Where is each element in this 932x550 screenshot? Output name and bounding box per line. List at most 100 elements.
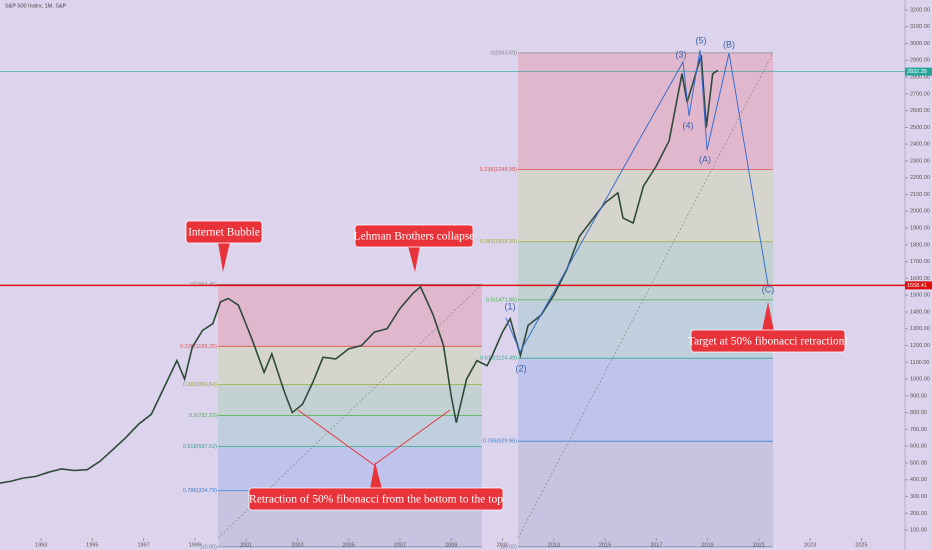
y-tick-label: 700.00 (910, 427, 927, 433)
y-tick-label: 1200.00 (910, 343, 930, 349)
y-tick-label: 1400.00 (910, 309, 930, 315)
wave-label: (5) (696, 35, 707, 45)
x-tick-label: 2015 (599, 542, 611, 548)
x-tick-label: 1997 (137, 542, 149, 548)
fib-zone (218, 384, 482, 416)
wave-label: (A) (699, 154, 711, 164)
fib-zone (518, 358, 773, 442)
callout-pointer (408, 246, 420, 272)
y-tick-label: 600.00 (910, 444, 927, 450)
x-tick-label: 2011 (497, 542, 509, 548)
x-tick-label: 2001 (240, 542, 252, 548)
y-tick-label: 100.00 (910, 528, 927, 534)
fib-label: 0.382(966.84) (183, 382, 217, 388)
x-tick-label: 1999 (189, 542, 201, 548)
y-tick-label: 900.00 (910, 393, 927, 399)
y-tick-label: 1000.00 (910, 377, 930, 383)
fib-label: 0.618(1124.49) (480, 356, 517, 362)
callout-box (248, 487, 504, 511)
fib-zone (218, 446, 482, 491)
fib-label: 0(2943.69) (490, 50, 517, 56)
y-tick-label: 1100.00 (910, 360, 929, 366)
fib-zone (518, 52, 773, 170)
x-tick-label: 2021 (753, 542, 765, 548)
wave-label: (2) (516, 363, 527, 373)
x-tick-label: 1995 (86, 542, 98, 548)
fib-zone (218, 415, 482, 447)
y-tick-label: 3000.00 (910, 41, 930, 47)
wave-label: (4) (683, 120, 694, 130)
y-tick-label: 2600.00 (910, 108, 930, 114)
x-tick-label: 2007 (394, 542, 406, 548)
fib-label: 0.236(1195.25) (180, 344, 217, 350)
price-tag-label: 1558.41 (907, 283, 927, 289)
x-tick-label: 2005 (343, 542, 355, 548)
y-tick-label: 1800.00 (910, 242, 930, 248)
price-tag (905, 67, 932, 76)
fib-zone (518, 169, 773, 242)
callout-box (690, 329, 846, 353)
y-tick-label: 2800.00 (910, 74, 930, 80)
y-tick-label: 2000.00 (910, 209, 930, 215)
y-tick-label: 2700.00 (910, 91, 930, 97)
x-tick-label: 2017 (650, 542, 662, 548)
callout-pointer (762, 302, 774, 331)
y-tick-label: 300.00 (910, 494, 927, 500)
y-tick-label: 1700.00 (910, 259, 930, 265)
y-tick-label: 800.00 (910, 410, 927, 416)
callout-pointer (370, 462, 382, 489)
y-tick-label: 2900.00 (910, 58, 930, 64)
y-tick-label: 1300.00 (910, 326, 930, 332)
fib-zone (518, 441, 773, 547)
y-tick-label: 1900.00 (910, 226, 930, 232)
price-tag-label: 2832.35 (907, 69, 927, 75)
callout-text: Internet Bubble (188, 227, 260, 239)
callout-text: Target at 50% fibonacci retraction! (688, 336, 849, 348)
fib-label: 0.5(782.23) (189, 413, 217, 419)
y-tick-label: 1500.00 (910, 293, 930, 299)
price-tag (905, 281, 932, 290)
x-tick-label: 2019 (701, 542, 713, 548)
wave-label: (3) (676, 49, 687, 59)
y-tick-label: 2100.00 (910, 192, 930, 198)
y-tick-label: 200.00 (910, 511, 927, 517)
callout-arrow (297, 409, 375, 466)
callout-box (185, 220, 263, 244)
fib-zone (218, 346, 482, 385)
x-tick-label: 2013 (548, 542, 560, 548)
trend-line (517, 52, 774, 539)
callout-pointer (218, 242, 230, 272)
y-tick-label: 3200.00 (910, 7, 930, 13)
fib-label: 0.5(1471.85) (486, 297, 517, 303)
callout-box (354, 224, 474, 248)
wave-label: (1) (505, 301, 516, 311)
y-tick-label: 2200.00 (910, 175, 930, 181)
fib-label: 0.618(597.62) (183, 444, 217, 450)
y-tick-label: 2500.00 (910, 125, 930, 131)
fib-zone (218, 284, 482, 347)
fib-label: 0.236(2248.98) (480, 167, 517, 173)
y-tick-label: 2400.00 (910, 142, 930, 148)
y-tick-label: 2300.00 (910, 158, 930, 164)
fib-label: 0.786(629.95) (483, 439, 517, 445)
chart-title: S&P 500 Index, 1M, S&P (5, 3, 67, 9)
callout-text: Lehman Brothers collapse (354, 231, 475, 243)
y-tick-label: 500.00 (910, 460, 927, 466)
y-tick-label: 400.00 (910, 477, 927, 483)
y-tick-label: 1600.00 (910, 276, 930, 282)
price-line-series (0, 54, 719, 484)
fib-zone (518, 241, 773, 300)
fib-label: 1(0.00) (500, 544, 518, 550)
x-tick-label: 2009 (445, 542, 457, 548)
fib-label: 0.786(334.79) (183, 488, 217, 494)
callout-arrow (373, 409, 451, 466)
y-tick-label: 3100.00 (910, 24, 930, 30)
x-tick-label: 2023 (804, 542, 816, 548)
callout-text: Retraction of 50% fibonacci from the bot… (249, 494, 503, 506)
x-tick-label: 2025 (855, 542, 867, 548)
wave-path (505, 49, 769, 354)
x-tick-label: 1993 (35, 542, 47, 548)
